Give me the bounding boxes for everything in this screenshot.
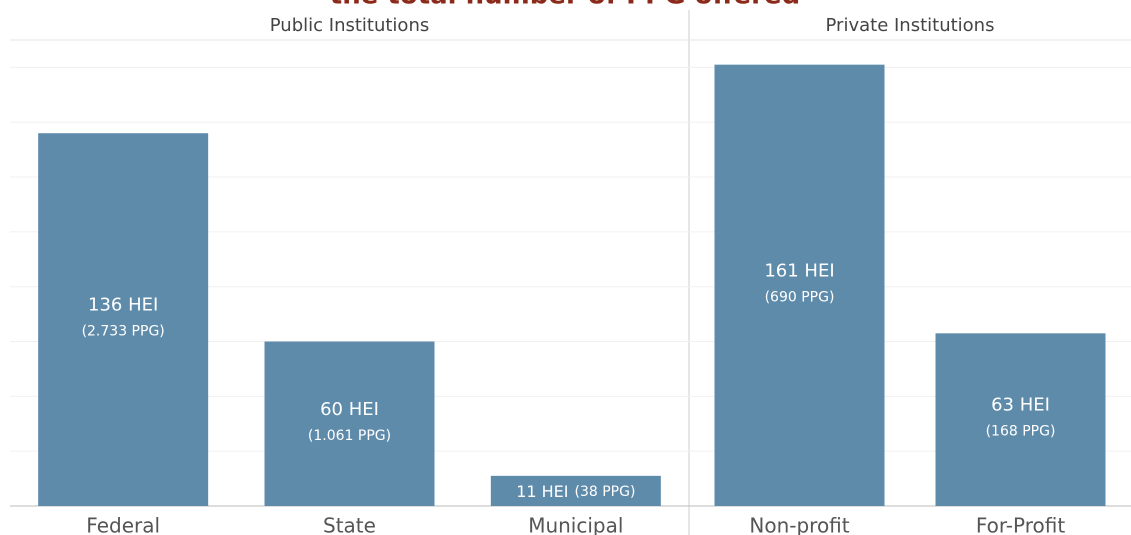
bar — [264, 341, 435, 506]
x-tick-label: Federal — [86, 514, 160, 535]
bar — [935, 333, 1106, 506]
x-tick-label: For-Profit — [976, 514, 1066, 535]
annotation: (1.061 PPG) — [308, 428, 391, 444]
value-label: 136 HEI — [88, 295, 158, 316]
value-label-ppg: (38 PPG) — [575, 484, 636, 500]
x-tick-label: Municipal — [528, 514, 623, 535]
panel-header: Private Institutions — [826, 15, 995, 36]
bar — [490, 475, 661, 506]
annotation: (168 PPG) — [986, 424, 1056, 440]
x-tick-label: State — [323, 514, 376, 535]
value-label-hei: 11 HEI — [516, 481, 568, 500]
annotation: (2.733 PPG) — [82, 324, 165, 340]
panel-header: Public Institutions — [270, 15, 429, 36]
bar — [38, 133, 209, 506]
x-tick-label: Non-profit — [749, 514, 849, 535]
value-label: 63 HEI — [991, 395, 1050, 416]
bar — [714, 64, 885, 506]
annotation: (690 PPG) — [765, 289, 835, 305]
value-label: 60 HEI — [320, 399, 379, 420]
value-label: 11 HEI (38 PPG) — [516, 481, 635, 500]
chart-title: the total number of PPG offered — [330, 0, 800, 11]
value-label: 161 HEI — [764, 260, 834, 281]
